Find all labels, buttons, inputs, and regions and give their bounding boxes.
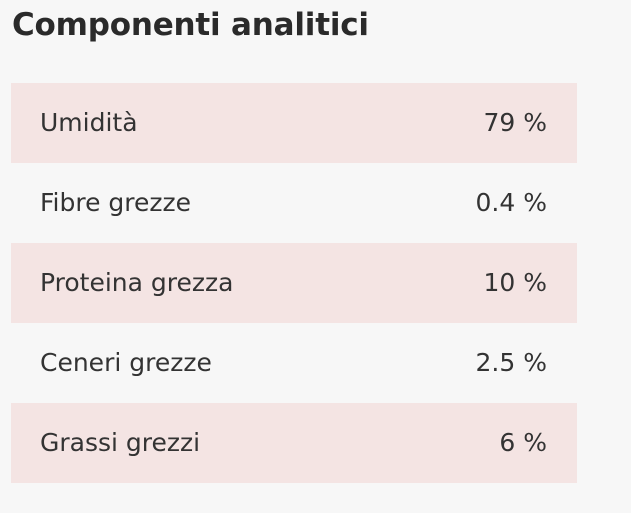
row-value: 79 % [483,108,547,137]
table-row-crude-fibre: Fibre grezze 0.4 % [11,163,577,243]
row-label: Fibre grezze [40,188,192,217]
section-title: Componenti analitici [12,7,369,43]
table-row-crude-ash: Ceneri grezze 2.5 % [11,323,577,403]
row-label: Ceneri grezze [40,348,212,377]
row-value: 6 % [499,428,547,457]
row-label: Umidità [40,108,138,137]
analytical-components-table: Umidità 79 % Fibre grezze 0.4 % Proteina… [11,83,577,483]
table-row-crude-protein: Proteina grezza 10 % [11,243,577,323]
row-value: 0.4 % [475,188,547,217]
row-label: Proteina grezza [40,268,234,297]
row-label: Grassi grezzi [40,428,201,457]
table-row-moisture: Umidità 79 % [11,83,577,163]
row-value: 2.5 % [475,348,547,377]
row-value: 10 % [483,268,547,297]
table-row-crude-fat: Grassi grezzi 6 % [11,403,577,483]
